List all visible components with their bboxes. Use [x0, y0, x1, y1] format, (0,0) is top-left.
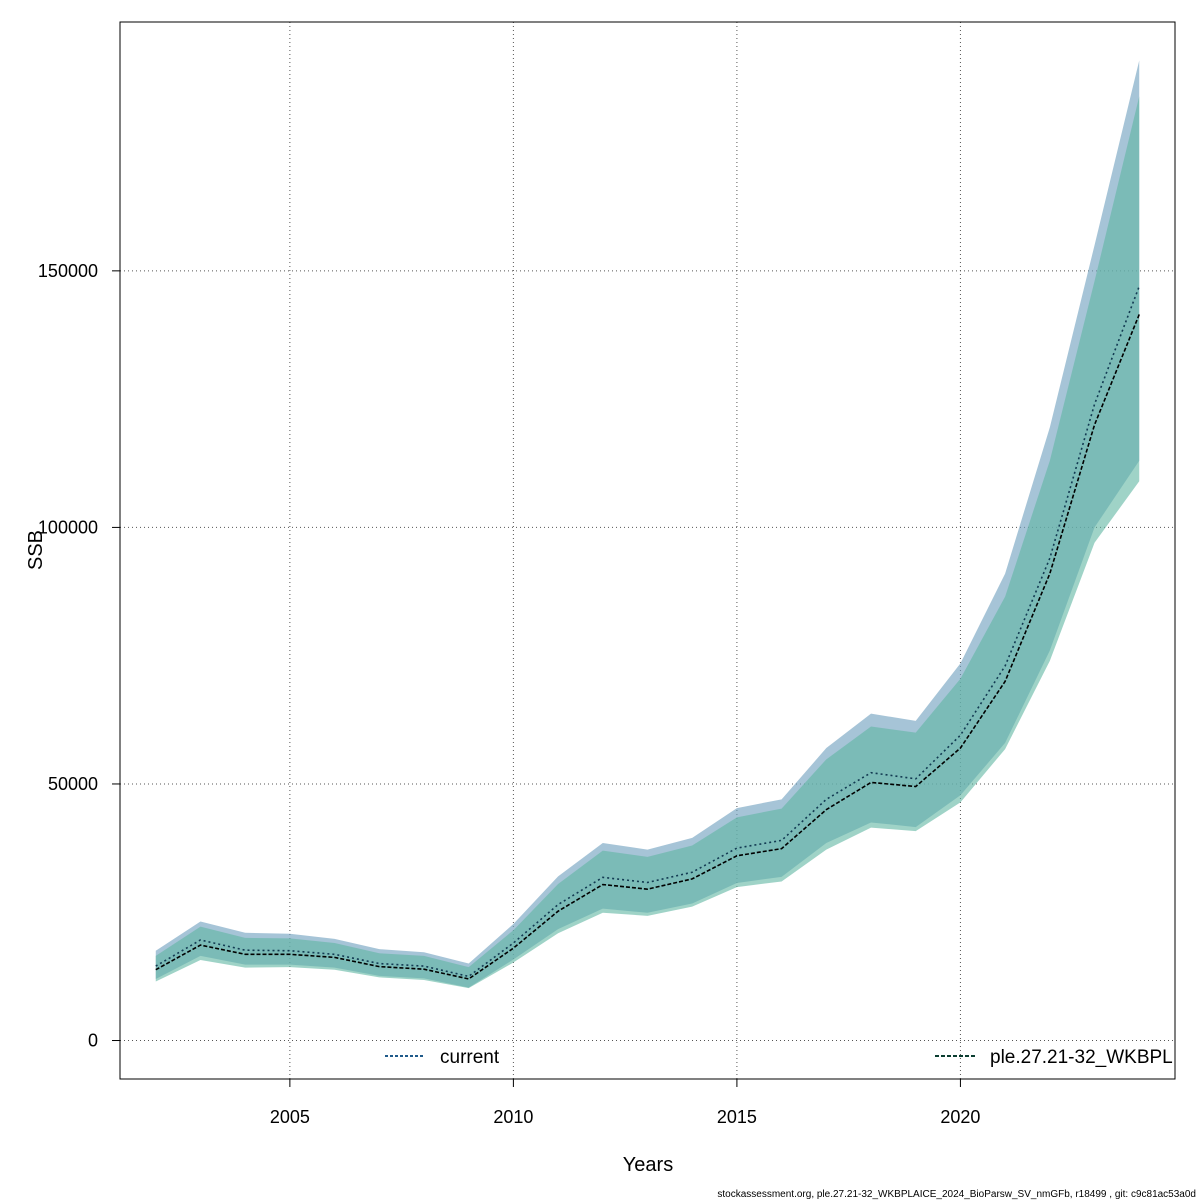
legend-run-label: ple.27.21-32_WKBPL: [990, 1047, 1173, 1068]
y-axis-title: SSB: [25, 530, 47, 570]
x-axis-title: Years: [623, 1154, 673, 1176]
x-tick-label: 2005: [270, 1107, 310, 1127]
plot-frame: [119, 21, 1176, 1080]
legend-current-label: current: [440, 1047, 500, 1068]
x-tick-label: 2020: [940, 1107, 980, 1127]
grid-lines: [120, 22, 1175, 1079]
x-tick-label: 2010: [493, 1107, 533, 1127]
y-tick-label: 0: [88, 1031, 98, 1051]
y-tick-label: 150000: [38, 261, 98, 281]
legend: current ple.27.21-32_WKBPL: [385, 1047, 1173, 1068]
y-axis: 0 50000 100000 150000: [38, 261, 120, 1051]
run-confidence-band: [155, 96, 1140, 989]
footer-credit: stockassessment.org, ple.27.21-32_WKBPLA…: [717, 1189, 1196, 1200]
series-lines: [155, 285, 1140, 980]
y-tick-label: 100000: [38, 517, 98, 537]
current-ssb-line: [155, 285, 1140, 978]
x-axis: 2005 2010 2015 2020: [270, 1079, 980, 1127]
y-tick-label: 50000: [48, 774, 98, 794]
run-ssb-line: [155, 314, 1140, 980]
confidence-bands: [155, 60, 1140, 989]
x-tick-label: 2015: [717, 1107, 757, 1127]
